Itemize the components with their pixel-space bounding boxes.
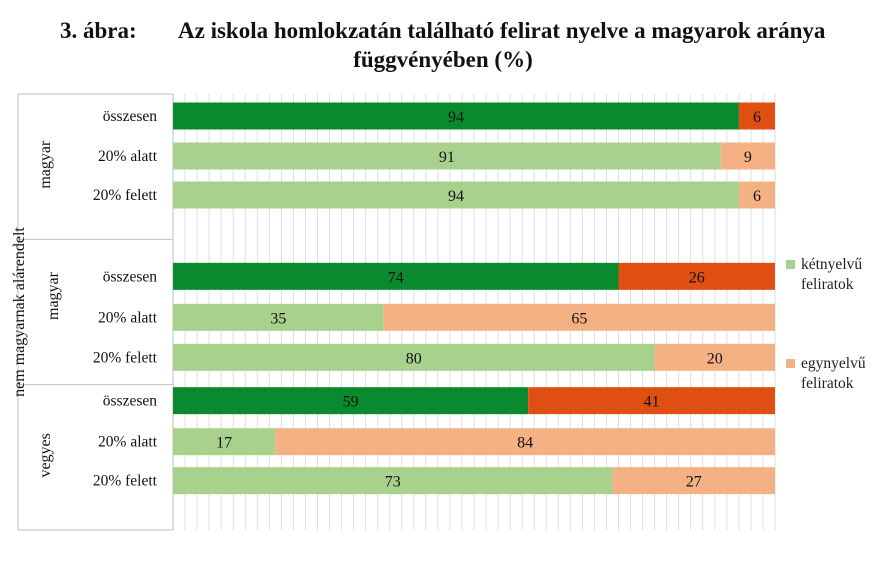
bar-monolingual xyxy=(738,102,775,130)
data-label: 35 xyxy=(270,310,286,327)
legend-label-monolingual: egynyelvű feliratok xyxy=(801,355,866,392)
group-label: vegyes xyxy=(37,433,54,477)
legend-swatch-monolingual xyxy=(786,359,795,368)
data-label: 74 xyxy=(388,269,404,286)
bar-bilingual xyxy=(173,142,721,170)
row-label: 20% felett xyxy=(93,187,158,204)
bar-monolingual xyxy=(612,467,775,495)
figure-number: 3. ábra: xyxy=(60,18,137,43)
data-label: 17 xyxy=(216,435,232,452)
row-label: összesen xyxy=(103,108,157,125)
bar-monolingual xyxy=(528,387,775,415)
data-label: 80 xyxy=(406,350,422,367)
data-label: 94 xyxy=(448,109,464,126)
row-label: 20% alatt xyxy=(98,434,158,451)
data-label: 6 xyxy=(753,188,761,205)
data-label: 41 xyxy=(644,394,660,411)
data-label: 91 xyxy=(439,149,455,166)
bar-monolingual xyxy=(275,428,775,456)
bar-bilingual xyxy=(173,303,384,331)
legend-label-bilingual: kétnyelvű feliratok xyxy=(801,256,863,293)
title-line-2: függvényében (%) xyxy=(353,47,533,72)
bar-bilingual xyxy=(173,467,613,495)
bar-monolingual xyxy=(738,181,775,209)
row-label: 20% alatt xyxy=(98,309,158,326)
data-label: 84 xyxy=(517,435,533,452)
bar-bilingual xyxy=(173,387,529,415)
bar-bilingual xyxy=(173,181,739,209)
bar-monolingual xyxy=(618,262,775,290)
data-label: 26 xyxy=(689,269,705,286)
data-label: 94 xyxy=(448,188,464,205)
bar-bilingual xyxy=(173,102,739,130)
title-line-1: 3. ábra: Az iskola homlokzatán található … xyxy=(60,16,886,46)
bar-monolingual xyxy=(720,142,775,170)
data-label: 27 xyxy=(686,474,702,491)
row-label: összesen xyxy=(103,393,157,410)
row-label: összesen xyxy=(103,268,157,285)
data-label: 59 xyxy=(343,394,359,411)
row-label: 20% felett xyxy=(93,349,158,366)
data-label: 9 xyxy=(744,149,752,166)
data-label: 73 xyxy=(385,474,401,491)
bar-bilingual xyxy=(173,428,276,456)
bar-bilingual xyxy=(173,262,619,290)
legend-swatch-bilingual xyxy=(786,260,795,269)
bar-monolingual xyxy=(383,303,775,331)
group-label: magyar xyxy=(37,140,54,189)
data-label: 65 xyxy=(571,310,587,327)
row-label: 20% alatt xyxy=(98,148,158,165)
title-text-1: Az iskola homlokzatán található felirat … xyxy=(178,18,826,43)
group-label-line-2: magyar xyxy=(45,271,62,320)
data-label: 6 xyxy=(753,109,761,126)
bar-bilingual xyxy=(173,343,655,371)
bar-monolingual xyxy=(654,343,775,371)
group-label-line-1: nem magyarnak alárendelt xyxy=(11,227,28,397)
data-label: 20 xyxy=(707,350,723,367)
row-label: 20% felett xyxy=(93,473,158,490)
